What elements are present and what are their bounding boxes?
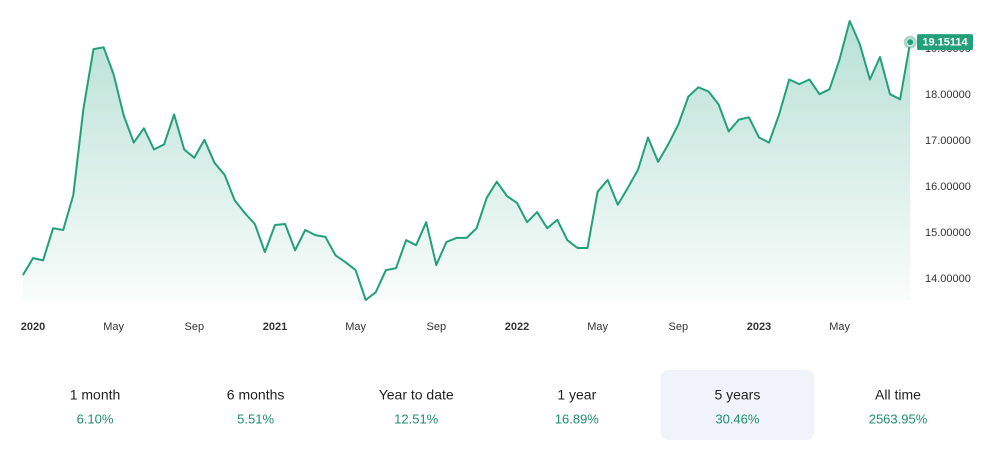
x-tick-label: 2021 [263,321,287,333]
period-change: 16.89% [555,411,600,426]
x-tick-label: 2020 [21,321,45,333]
y-tick-label: 18.00000 [925,89,971,101]
y-tick-label: 14.00000 [925,273,971,285]
period-change: 5.51% [237,411,274,426]
area-fill [22,21,911,300]
period-button[interactable]: 6 months 5.51% [227,387,285,427]
x-tick-label: Sep [427,321,447,333]
x-tick-label: 2022 [505,321,529,333]
period-name: All time [875,387,921,403]
period-name: Year to date [379,387,454,403]
x-tick-label: Sep [185,321,205,333]
period-button[interactable]: Year to date 12.51% [379,387,454,427]
x-tick-label: May [587,321,608,333]
period-name: 1 year [557,387,596,403]
last-point-core [907,39,914,46]
period-button[interactable]: 1 year 16.89% [555,387,600,427]
x-tick-label: May [829,321,850,333]
y-tick-label: 15.00000 [925,227,971,239]
period-name: 6 months [227,387,285,403]
period-change: 6.10% [77,411,114,426]
period-name: 5 years [714,387,760,403]
x-tick-label: 2023 [747,321,771,333]
period-button[interactable]: 1 month 6.10% [70,387,121,427]
period-button[interactable]: 5 years 30.46% [660,370,815,440]
price-line [22,20,912,301]
price-badge [917,34,973,51]
price-badge-label: 19.15114 [922,37,968,49]
period-change: 12.51% [394,411,439,426]
x-tick-label: May [103,321,124,333]
y-tick-label: 17.00000 [925,135,971,147]
y-tick-label: 16.00000 [925,181,971,193]
selected-bg [660,370,815,440]
period-button[interactable]: All time 2563.95% [869,387,928,427]
x-tick-label: Sep [669,321,689,333]
period-change: 2563.95% [869,411,928,426]
period-change: 30.46% [715,411,760,426]
period-name: 1 month [70,387,121,403]
x-tick-label: May [345,321,366,333]
